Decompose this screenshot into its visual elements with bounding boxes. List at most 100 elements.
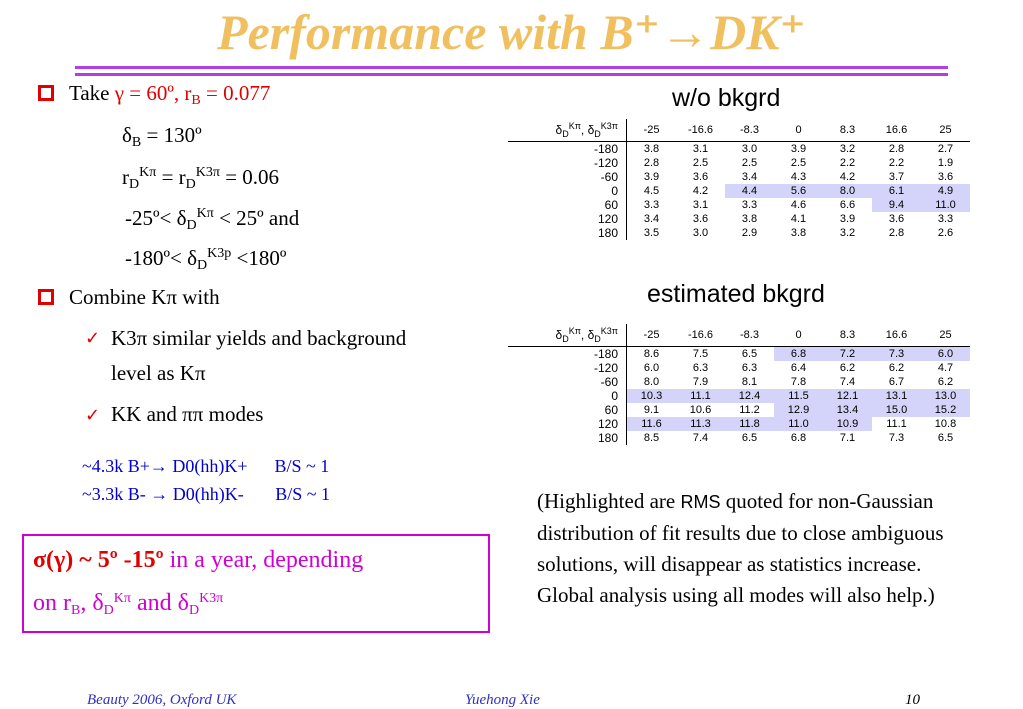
table-cell: 11.0 bbox=[774, 417, 823, 431]
column-header: -8.3 bbox=[725, 324, 774, 347]
table-cell: 10.8 bbox=[934, 418, 957, 430]
table-cell: 11.6 bbox=[626, 417, 676, 431]
table-cell: 4.6 bbox=[790, 199, 807, 211]
table-row: 120 11.6 11.3 11.8 11.0 10.9 11.1 10.8 bbox=[508, 417, 970, 431]
table-cell: 13.0 bbox=[921, 389, 970, 403]
table-cell: 3.3 bbox=[937, 213, 954, 225]
column-header: 0 bbox=[774, 324, 823, 347]
table-cell: 8.0 bbox=[823, 184, 872, 198]
table-cell: 2.5 bbox=[790, 157, 807, 169]
table-cell: 4.1 bbox=[790, 213, 807, 225]
table-cell: 3.6 bbox=[692, 213, 709, 225]
table-corner-label: δDKπ, δDK3π bbox=[508, 119, 627, 142]
table-row: -120 6.0 6.3 6.3 6.4 6.2 6.2 4.7 bbox=[508, 361, 970, 375]
checkmark-icon: ✓ bbox=[85, 405, 101, 426]
table-cell: 12.1 bbox=[823, 389, 872, 403]
row-header: 120 bbox=[508, 212, 627, 226]
table-row: 120 3.4 3.6 3.8 4.1 3.9 3.6 3.3 bbox=[508, 212, 970, 226]
rd-line: rDKπ = rDK3π = 0.06 bbox=[122, 165, 280, 192]
table-cell: 3.8 bbox=[741, 213, 758, 225]
table-row: -120 2.8 2.5 2.5 2.5 2.2 2.2 1.9 bbox=[508, 156, 970, 170]
table-cell: 6.7 bbox=[888, 376, 905, 388]
column-header: -8.3 bbox=[725, 119, 774, 142]
table-cell: 8.0 bbox=[643, 376, 660, 388]
table-cell: 8.6 bbox=[643, 348, 660, 360]
column-header: 16.6 bbox=[872, 324, 921, 347]
footer-event: Beauty 2006, Oxford UK bbox=[87, 692, 237, 708]
table-cell: 10.6 bbox=[689, 404, 712, 416]
table-cell: 7.3 bbox=[888, 432, 905, 444]
range-k3pi-line: -180º< δDK3p <180º bbox=[125, 246, 287, 273]
table-cell: 2.5 bbox=[741, 157, 758, 169]
table-cell: 11.0 bbox=[921, 198, 970, 212]
table-without-background: δDKπ, δDK3π -25 -16.6 -8.3 0 8.3 16.6 25 -180 3.8… bbox=[508, 119, 970, 240]
summary-line1: σ(γ) ~ 5º -15º in a year, depending bbox=[33, 547, 364, 573]
table-cell: 6.4 bbox=[790, 362, 807, 374]
take-line: Take γ = 60º, rB = 0.077 bbox=[69, 81, 271, 108]
table-cell: 3.2 bbox=[839, 143, 856, 155]
range-kpi-line: -25º< δDKπ < 25º and bbox=[125, 206, 300, 233]
check1-line2: level as Kπ bbox=[111, 361, 206, 385]
row-header: -60 bbox=[508, 170, 627, 184]
table-cell: 6.2 bbox=[937, 376, 954, 388]
table-row: 60 9.1 10.6 11.2 12.9 13.4 15.0 15.2 bbox=[508, 403, 970, 417]
table-cell: 3.3 bbox=[643, 199, 660, 211]
table-corner-label: δDKπ, δDK3π bbox=[508, 324, 627, 347]
row-header: -120 bbox=[508, 156, 627, 170]
table-cell: 3.6 bbox=[888, 213, 905, 225]
table-cell: 2.6 bbox=[937, 227, 954, 239]
table-cell: 8.5 bbox=[643, 432, 660, 444]
table-cell: 2.7 bbox=[937, 143, 954, 155]
check2-line: KK and ππ modes bbox=[111, 402, 264, 426]
row-header: 0 bbox=[508, 184, 627, 198]
row-header: -180 bbox=[508, 346, 627, 361]
table-cell: 6.0 bbox=[921, 346, 970, 361]
table-cell: 2.8 bbox=[888, 143, 905, 155]
table-cell: 7.1 bbox=[839, 432, 856, 444]
table-cell: 6.3 bbox=[692, 362, 709, 374]
column-header: 25 bbox=[921, 119, 970, 142]
table-cell: 7.3 bbox=[872, 346, 921, 361]
column-header: 16.6 bbox=[872, 119, 921, 142]
table-row: -60 3.9 3.6 3.4 4.3 4.2 3.7 3.6 bbox=[508, 170, 970, 184]
footer-author: Yuehong Xie bbox=[465, 692, 540, 708]
title-rule-bottom bbox=[75, 73, 948, 76]
row-header: -120 bbox=[508, 361, 627, 375]
table-cell: 3.5 bbox=[643, 227, 660, 239]
table-cell: 15.0 bbox=[872, 403, 921, 417]
row-header: 180 bbox=[508, 431, 627, 445]
table-cell: 7.2 bbox=[823, 346, 872, 361]
table-cell: 13.4 bbox=[823, 403, 872, 417]
delta-b-line: δB = 130º bbox=[122, 123, 202, 150]
square-bullet-icon bbox=[38, 85, 54, 101]
table-cell: 7.8 bbox=[790, 376, 807, 388]
table-cell: 2.8 bbox=[643, 157, 660, 169]
table-cell: 3.7 bbox=[888, 171, 905, 183]
table-cell: 6.8 bbox=[790, 432, 807, 444]
table-cell: 6.1 bbox=[872, 184, 921, 198]
table-cell: 3.4 bbox=[643, 213, 660, 225]
table-cell: 3.1 bbox=[692, 143, 709, 155]
slide-title: Performance with B⁺→DK⁺ bbox=[217, 4, 806, 60]
table-cell: 2.9 bbox=[741, 227, 758, 239]
table-cell: 9.1 bbox=[643, 404, 660, 416]
yield-bplus: ~4.3k B+→ D0(hh)K+ B/S ~ 1 bbox=[82, 456, 330, 476]
table-cell: 9.4 bbox=[872, 198, 921, 212]
column-header: 8.3 bbox=[823, 324, 872, 347]
table-cell: 7.4 bbox=[839, 376, 856, 388]
table-cell: 6.5 bbox=[741, 348, 758, 360]
row-header: -180 bbox=[508, 141, 627, 156]
table-cell: 6.6 bbox=[839, 199, 856, 211]
table-cell: 4.7 bbox=[937, 362, 954, 374]
column-header: 0 bbox=[774, 119, 823, 142]
table-row: 0 10.3 11.1 12.4 11.5 12.1 13.1 13.0 bbox=[508, 389, 970, 403]
yield-bminus: ~3.3k B- → D0(hh)K- B/S ~ 1 bbox=[82, 484, 330, 504]
row-header: -60 bbox=[508, 375, 627, 389]
square-bullet-icon bbox=[38, 289, 54, 305]
table-cell: 3.9 bbox=[790, 143, 807, 155]
table-cell: 1.9 bbox=[937, 157, 954, 169]
summary-line2: on rB, δDKπ and δDK3π bbox=[33, 590, 224, 618]
table-cell: 7.5 bbox=[692, 348, 709, 360]
table-header-row: δDKπ, δDK3π -25 -16.6 -8.3 0 8.3 16.6 25 bbox=[508, 119, 970, 142]
table-cell: 11.5 bbox=[774, 389, 823, 403]
